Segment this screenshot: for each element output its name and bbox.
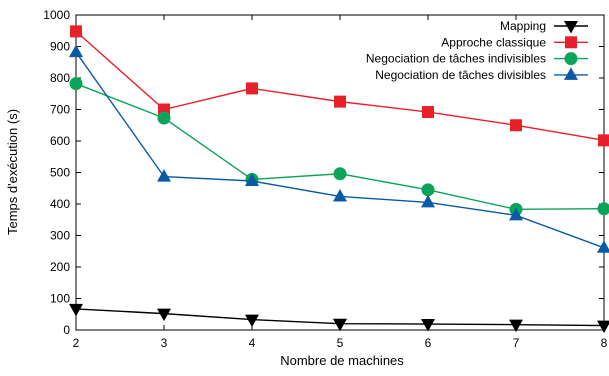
x-axis-label: Nombre de machines <box>280 353 404 368</box>
x-tick-label: 6 <box>425 336 432 350</box>
legend-item: Approche classique <box>441 35 588 49</box>
data-point <box>70 25 82 37</box>
legend-marker <box>564 21 578 34</box>
legend-marker <box>565 36 577 48</box>
x-tick-label: 3 <box>161 336 168 350</box>
data-point <box>245 315 259 328</box>
legend-marker <box>564 67 578 80</box>
x-tick-label: 2 <box>73 336 80 350</box>
data-point <box>422 183 435 196</box>
legend-label: Mapping <box>500 19 546 33</box>
data-point <box>510 119 522 131</box>
data-point <box>333 319 347 332</box>
y-tick-label: 800 <box>50 71 70 85</box>
legend-item: Negociation de tâches divisibles <box>375 67 588 82</box>
y-tick-label: 400 <box>50 197 70 211</box>
x-tick-label: 5 <box>337 336 344 350</box>
data-point <box>422 106 434 118</box>
legend-marker <box>565 52 578 65</box>
y-tick-label: 1000 <box>43 8 70 22</box>
data-point <box>421 195 435 208</box>
legend-item: Mapping <box>500 19 588 34</box>
y-tick-label: 600 <box>50 134 70 148</box>
data-point <box>157 309 171 322</box>
y-tick-label: 100 <box>50 292 70 306</box>
y-tick-label: 500 <box>50 166 70 180</box>
x-tick-label: 7 <box>513 336 520 350</box>
legend-label: Approche classique <box>441 35 546 49</box>
y-axis-label: Temps d'exécution (s) <box>5 109 20 235</box>
y-tick-label: 300 <box>50 229 70 243</box>
y-tick-label: 200 <box>50 260 70 274</box>
legend-label: Negociation de tâches divisibles <box>375 68 546 82</box>
x-tick-label: 8 <box>601 336 608 350</box>
data-point <box>69 304 83 317</box>
series-mapping <box>69 304 609 333</box>
data-point <box>246 82 258 94</box>
y-tick-label: 0 <box>63 323 70 337</box>
y-tick-label: 900 <box>50 40 70 54</box>
data-point <box>597 321 609 334</box>
data-point <box>158 112 171 125</box>
y-tick-label: 700 <box>50 103 70 117</box>
data-point <box>334 96 346 108</box>
legend-label: Negociation de tâches indivisibles <box>366 52 546 66</box>
data-point <box>334 167 347 180</box>
x-tick-label: 4 <box>249 336 256 350</box>
data-point <box>157 169 171 182</box>
legend-item: Negociation de tâches indivisibles <box>366 52 588 66</box>
data-point <box>70 77 83 90</box>
legend: Mapping Approche classique Negociation de … <box>366 19 588 82</box>
data-point <box>598 134 609 146</box>
